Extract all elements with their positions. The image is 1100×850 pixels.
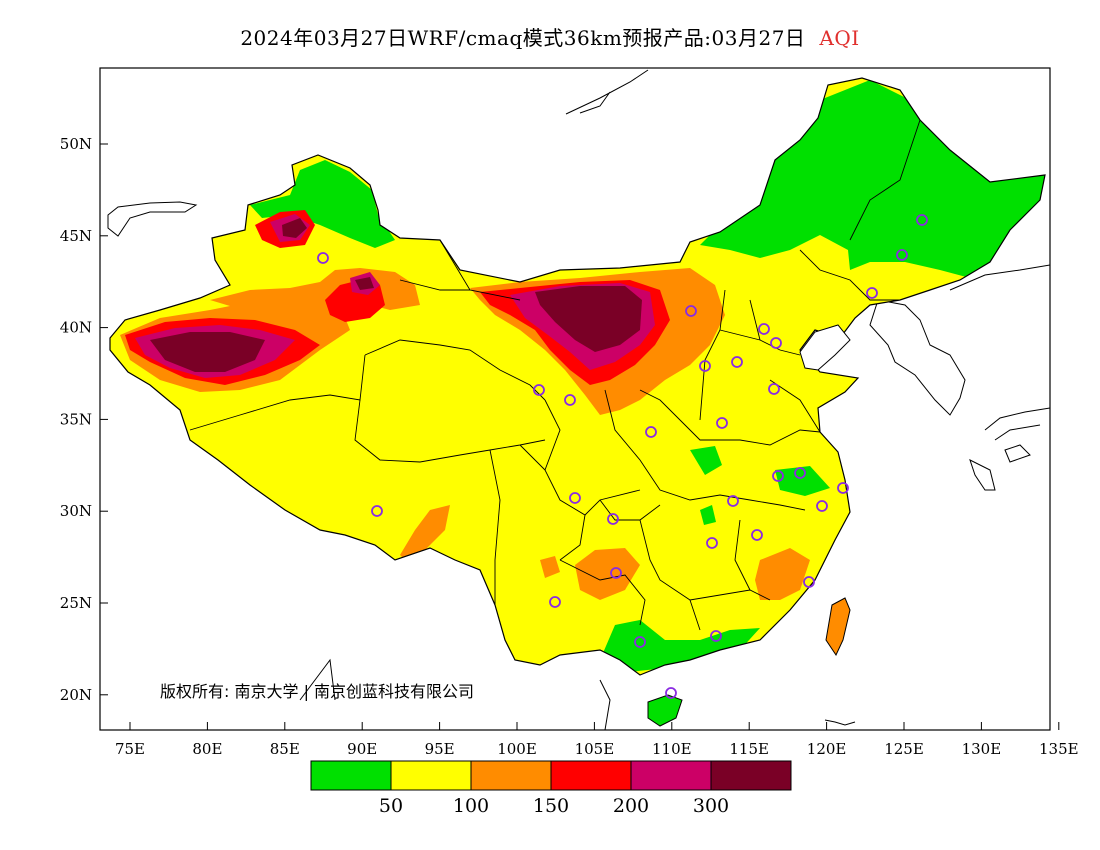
aqi-zone-green-northeast (700, 80, 1045, 278)
station-marker (533, 384, 545, 396)
station-marker (699, 360, 711, 372)
station-marker (916, 214, 928, 226)
lon-tick-label: 125E (884, 740, 924, 758)
station-marker (685, 305, 697, 317)
lat-tick-label: 50N (60, 135, 92, 153)
station-marker (731, 356, 743, 368)
map-title: 2024年03月27日WRF/cmaq模式36km预报产品:03月27日 AQI (0, 22, 1100, 51)
map-frame (99, 67, 1051, 731)
station-marker (727, 495, 739, 507)
aqi-zone-green-north-xinjiang (250, 160, 395, 248)
station-marker (758, 323, 770, 335)
lon-tick-label: 120E (807, 740, 847, 758)
station-marker (371, 505, 383, 517)
bohai-sea (799, 324, 851, 371)
copyright-text: 版权所有: 南京大学 | 南京创蓝科技有限公司 (160, 682, 474, 701)
legend-swatch (550, 760, 632, 791)
lon-tick-label: 100E (497, 740, 537, 758)
legend-swatch (310, 760, 392, 791)
station-marker (816, 500, 828, 512)
lat-tick-label: 30N (60, 502, 92, 520)
longitude-axis: 75E 80E 85E 90E 95E 100E 105E 110E 115E 120E 125E 1… (115, 722, 1079, 758)
lon-tick-label: 75E (115, 740, 145, 758)
station-marker (610, 567, 622, 579)
station-marker (317, 252, 329, 264)
legend-label: 200 (613, 795, 649, 817)
lat-tick-label: 20N (60, 686, 92, 704)
station-marker (751, 529, 763, 541)
lon-tick-label: 80E (192, 740, 222, 758)
station-marker (716, 417, 728, 429)
neighbor-outlines (100, 68, 1050, 730)
lon-tick-label: 135E (1039, 740, 1079, 758)
legend-swatch (710, 760, 792, 791)
lon-tick-label: 130E (962, 740, 1002, 758)
aqi-zone-maroon-small (282, 218, 374, 290)
aqi-zone-maroon-north (535, 286, 642, 352)
lon-tick-label: 85E (270, 740, 300, 758)
station-marker (564, 394, 576, 406)
lon-tick-label: 110E (652, 740, 692, 758)
lon-tick-label: 95E (425, 740, 455, 758)
station-marker (710, 630, 722, 642)
station-marker (772, 470, 784, 482)
lon-tick-label: 90E (347, 740, 377, 758)
legend-swatch (470, 760, 552, 791)
station-markers (317, 214, 928, 699)
lon-tick-label: 105E (575, 740, 615, 758)
aqi-legend: 50 100 150 200 300 (310, 760, 792, 817)
title-text: 2024年03月27日WRF/cmaq模式36km预报产品:03月27日 (240, 26, 806, 50)
legend-label: 300 (693, 795, 729, 817)
station-marker (866, 287, 878, 299)
legend-label: 150 (533, 795, 569, 817)
station-marker (837, 482, 849, 494)
station-marker (634, 636, 646, 648)
province-boundaries (189, 119, 921, 631)
station-marker (665, 687, 677, 699)
island-hainan (647, 694, 683, 727)
lat-tick-label: 45N (60, 227, 92, 245)
station-marker (770, 337, 782, 349)
legend-label: 100 (453, 795, 489, 817)
legend-swatch (630, 760, 712, 791)
station-marker (794, 467, 806, 479)
latitude-axis: 50N 45N 40N 35N 30N 25N 20N (60, 135, 108, 704)
station-marker (645, 426, 657, 438)
lat-tick-label: 25N (60, 594, 92, 612)
china-outline (109, 77, 1046, 676)
station-marker (569, 492, 581, 504)
legend-swatch (390, 760, 472, 791)
lon-tick-label: 115E (729, 740, 769, 758)
aqi-zone-orange-south (400, 505, 848, 640)
product-label: AQI (819, 26, 860, 50)
station-marker (768, 383, 780, 395)
station-marker (549, 596, 561, 608)
station-marker (607, 513, 619, 525)
aqi-zone-green-south (600, 620, 760, 672)
station-marker (706, 537, 718, 549)
station-marker (803, 576, 815, 588)
legend-label: 50 (379, 795, 403, 817)
aqi-zone-maroon-tarim (150, 332, 265, 372)
island-taiwan (825, 597, 851, 657)
lat-tick-label: 40N (60, 319, 92, 337)
station-marker (896, 249, 908, 261)
lat-tick-label: 35N (60, 410, 92, 428)
aqi-zone-green-patches (690, 446, 830, 525)
